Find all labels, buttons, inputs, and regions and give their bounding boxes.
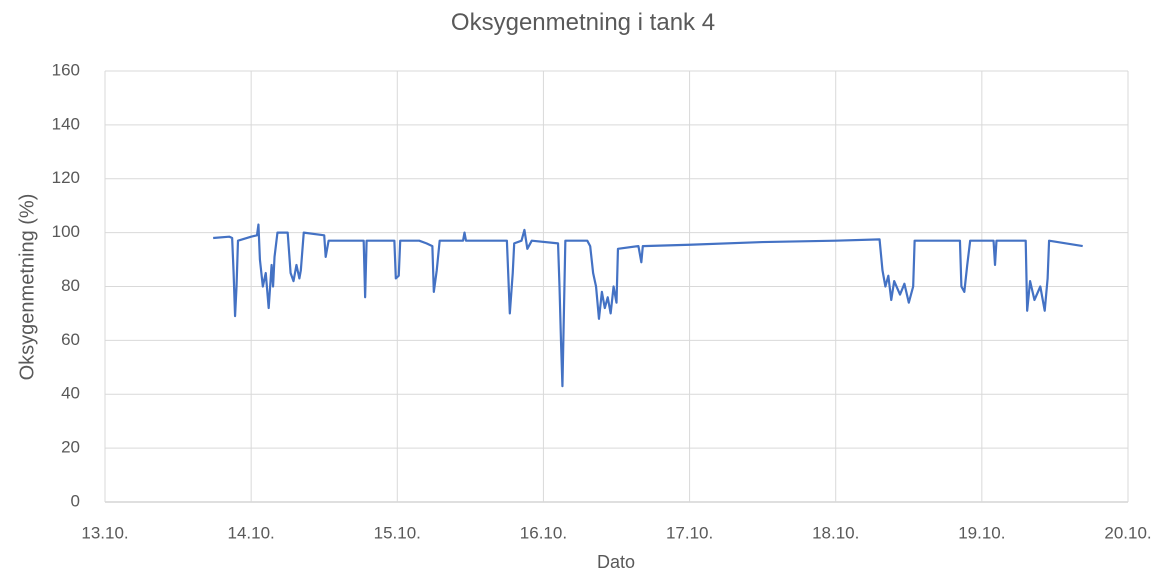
x-tick-label: 17.10. [666,523,713,542]
y-tick-label: 20 [61,438,80,457]
chart-title: Oksygenmetning i tank 4 [451,9,715,36]
data-line [213,223,1083,388]
y-tick-label: 60 [61,330,80,349]
y-tick-label: 140 [52,114,80,133]
x-tick-label: 18.10. [812,523,859,542]
x-axis-label: Dato [597,552,635,572]
x-tick-label: 14.10. [228,523,275,542]
y-tick-label: 120 [52,168,80,187]
y-tick-label: 80 [61,276,80,295]
x-tick-label: 20.10. [1104,523,1151,542]
x-tick-label: 15.10. [374,523,421,542]
y-tick-label: 100 [52,222,80,241]
x-tick-label: 19.10. [958,523,1005,542]
x-tick-label: 13.10. [81,523,128,542]
y-tick-label: 160 [52,60,80,79]
x-tick-label: 16.10. [520,523,567,542]
y-axis-label: Oksygenmetning (%) [16,194,38,381]
y-tick-label: 0 [71,491,80,510]
y-tick-label: 40 [61,384,80,403]
